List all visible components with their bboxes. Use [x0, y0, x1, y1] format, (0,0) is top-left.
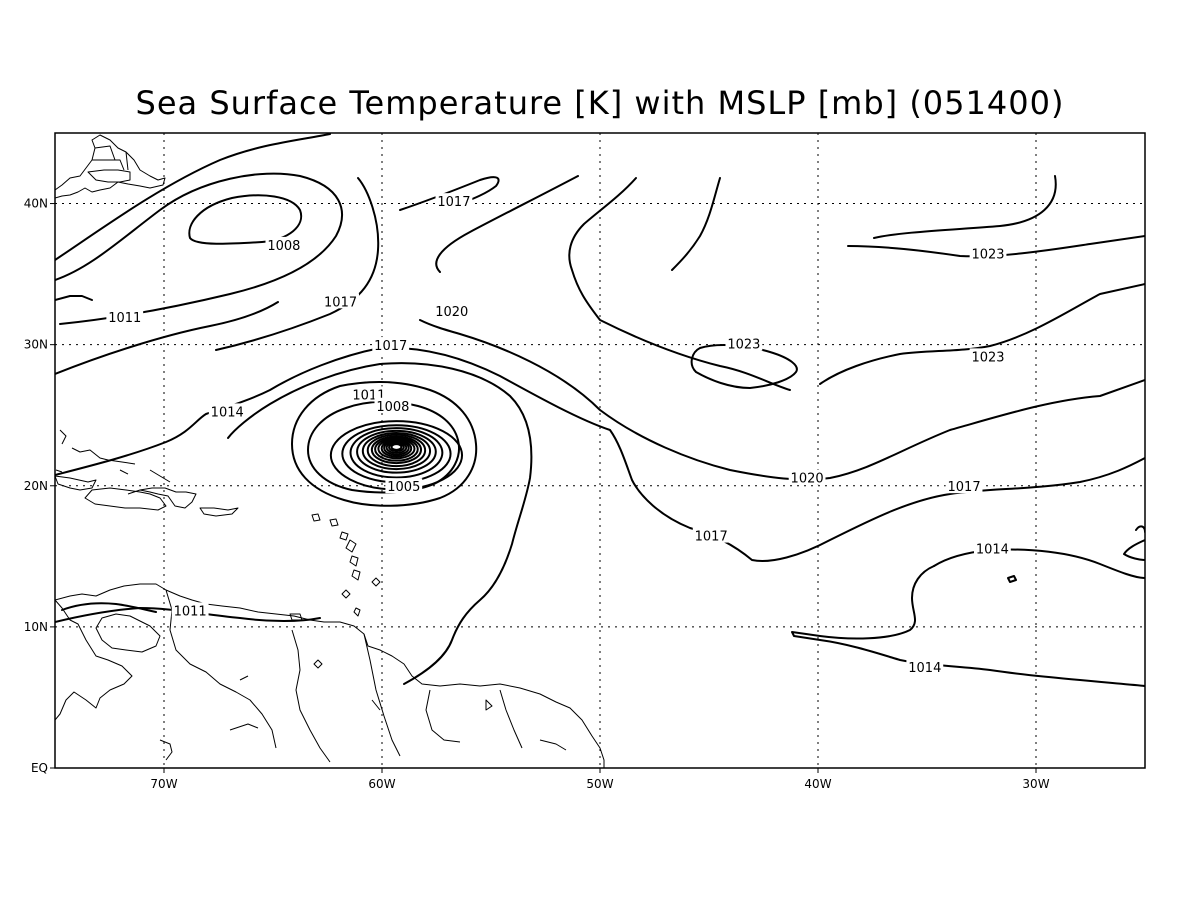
contour-line [55, 295, 93, 301]
contour-label-halo [372, 337, 410, 353]
y-axis-ticks: EQ 10N 20N 30N 40N [24, 197, 55, 775]
coastline-greater-antilles [84, 487, 167, 511]
contour-label-halo [788, 469, 826, 485]
contour-line [383, 440, 410, 456]
contour-label-halo [969, 348, 1007, 364]
contour-label-halo [322, 293, 359, 309]
contour-line [370, 435, 423, 465]
contour-label: 1008 [376, 400, 409, 415]
contour-label-halo [969, 245, 1007, 261]
coastline-bahamas [55, 429, 171, 483]
contour-label-halo [974, 540, 1011, 556]
coastline-south-america [95, 613, 161, 653]
contour-line [1123, 525, 1145, 561]
state-borders [92, 145, 129, 171]
contour-label: 1011 [108, 311, 141, 326]
x-axis-ticks: 70W 60W 50W 40W 30W [150, 768, 1050, 791]
contour-label-halo [435, 193, 473, 209]
contour-line [1007, 575, 1017, 583]
x-tick-label: 70W [150, 777, 177, 791]
y-tick-label: 40N [24, 197, 48, 211]
contour-label: 1017 [374, 339, 407, 354]
contour-line [55, 172, 343, 325]
contour-label-halo [171, 602, 209, 618]
coastline-south-america [55, 599, 133, 721]
contour-line [847, 235, 1145, 258]
contour-label: 1023 [971, 350, 1004, 365]
contour-line [55, 301, 279, 375]
contour-label: 1020 [435, 305, 468, 320]
coastline-north-america [55, 134, 166, 199]
y-tick-label: EQ [31, 761, 48, 775]
contour-line [385, 441, 408, 454]
contour-labels: 1017 1008 1011 1017 1020 1017 1023 1023 1023 1011… [106, 193, 1011, 676]
contour-label: 1017 [437, 195, 470, 210]
contour-label-halo [374, 397, 412, 413]
contour-line [55, 133, 331, 261]
x-tick-label: 60W [368, 777, 395, 791]
contour-label-halo [725, 335, 763, 351]
coastline-greater-antilles [127, 487, 197, 509]
contour-line [568, 177, 791, 391]
contour-label: 1020 [791, 472, 824, 487]
contour-label: 1017 [948, 480, 981, 495]
contour-line [291, 380, 478, 507]
contour-label: 1008 [267, 239, 300, 254]
x-tick-label: 40W [804, 777, 831, 791]
coastline-north-america [87, 169, 131, 183]
contour-line [873, 175, 1057, 239]
coastline-greater-antilles [199, 507, 239, 517]
contour-label-halo [208, 403, 246, 419]
low-center-rings [329, 420, 464, 491]
contour-line [361, 431, 432, 471]
contour-label: 1005 [387, 480, 420, 495]
y-tick-label: 20N [24, 479, 48, 493]
contour-line [819, 283, 1145, 385]
contour-label-halo [106, 308, 144, 324]
contour-label: 1017 [695, 530, 728, 545]
contour-label-halo [433, 303, 471, 319]
contour-label: 1017 [324, 295, 357, 310]
contour-label-halo [906, 658, 944, 674]
chart-title: Sea Surface Temperature [K] with MSLP [m… [136, 84, 1065, 122]
contour-line [380, 439, 413, 458]
country-borders [159, 699, 567, 761]
contour-line [791, 565, 1145, 687]
contour-line [356, 429, 437, 474]
contour-line [188, 194, 303, 245]
contour-label: 1014 [908, 661, 941, 676]
contour-label: 1023 [971, 247, 1004, 262]
contour-line [349, 427, 444, 479]
coastline-greater-antilles [55, 475, 97, 491]
contour-line [215, 177, 380, 351]
contour-label-halo [692, 527, 730, 543]
x-tick-label: 30W [1022, 777, 1049, 791]
contour-line [419, 319, 1145, 481]
contour-line [390, 443, 403, 451]
contour-line [61, 602, 157, 613]
grid-lines [55, 133, 1145, 768]
contour-line [377, 438, 416, 460]
contour-label-halo [265, 236, 303, 252]
contour-label: 1014 [211, 405, 244, 420]
y-tick-label: 30N [24, 338, 48, 352]
country-borders [165, 589, 523, 763]
contour-label-halo [350, 386, 388, 402]
contour-label-halo [945, 478, 983, 494]
contour-line [435, 175, 579, 273]
contour-line [227, 362, 533, 685]
contour-label: 1011 [174, 604, 207, 619]
contour-label: 1014 [976, 542, 1009, 557]
contour-line [374, 436, 419, 462]
coastline-south-america [55, 583, 605, 768]
contour-label-halo [385, 478, 423, 494]
contour-line [366, 433, 427, 468]
contour-line [671, 177, 721, 271]
y-tick-label: 10N [24, 620, 48, 634]
contour-line [933, 548, 1145, 579]
x-tick-label: 50W [586, 777, 613, 791]
contour-label: 1023 [727, 338, 760, 353]
